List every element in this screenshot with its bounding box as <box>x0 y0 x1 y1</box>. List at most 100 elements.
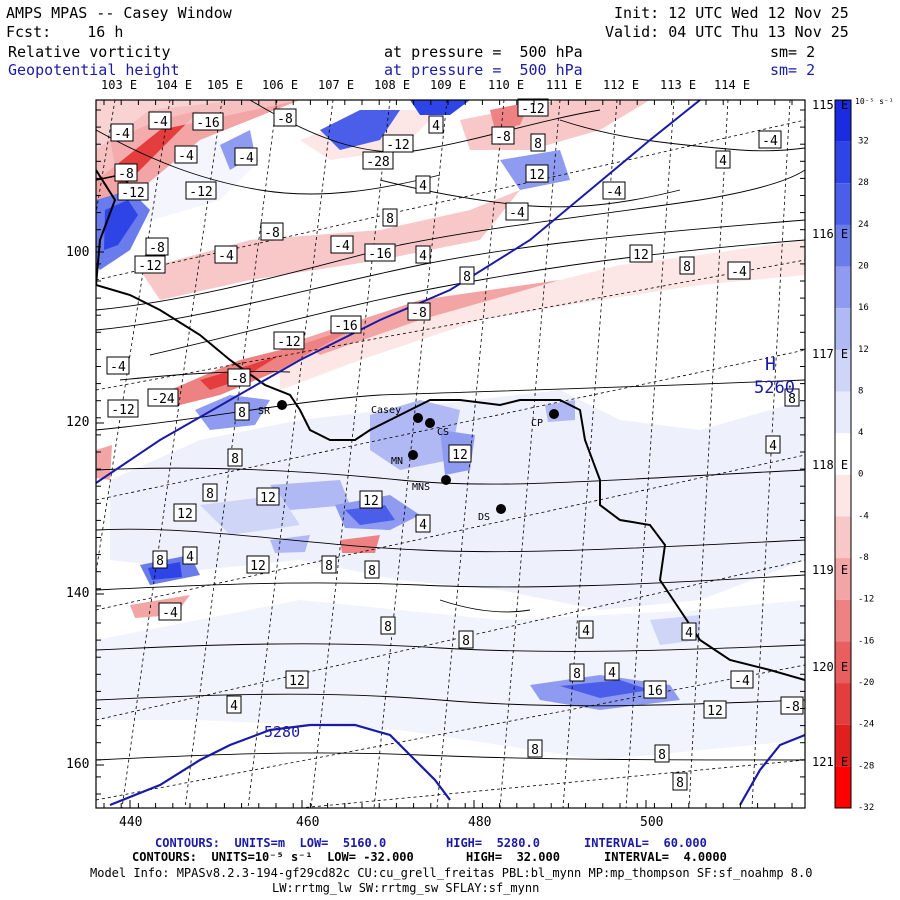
svg-text:-16: -16 <box>334 319 357 334</box>
colorbar-swatch <box>835 100 851 142</box>
contour-label: 4 <box>604 662 620 681</box>
svg-text:12: 12 <box>289 674 305 689</box>
colorbar-swatch <box>835 558 851 600</box>
contour-label: -4 <box>110 123 134 142</box>
meridian <box>625 100 675 808</box>
contour-label: -4 <box>730 670 754 689</box>
init-time: Init: 12 UTC Wed 12 Nov 25 <box>614 4 849 22</box>
contour-label: 12 <box>246 555 270 574</box>
contour-label: 8 <box>459 266 475 285</box>
svg-text:-8: -8 <box>264 226 280 241</box>
height-contour-5280 <box>109 723 451 807</box>
contour-label: -8 <box>227 368 251 387</box>
svg-text:-4: -4 <box>238 151 254 166</box>
top-longitude-label: 108 E <box>374 78 411 92</box>
contour-label: -4 <box>330 235 354 254</box>
svg-text:-12: -12 <box>121 186 144 201</box>
contour-label: -16 <box>330 315 362 334</box>
colorbar-label: -8 <box>858 553 869 563</box>
svg-text:-24: -24 <box>151 392 175 407</box>
right-latitude-label: 116 E <box>812 227 849 241</box>
contour-label: 12 <box>173 503 197 522</box>
vorticity-contour <box>96 219 805 331</box>
vorticity-contour <box>96 693 805 707</box>
meridian <box>310 100 391 808</box>
colorbar-swatch <box>835 724 851 767</box>
right-latitude-label: 119 E <box>812 563 849 577</box>
right-latitude-label: 115 E <box>812 98 849 112</box>
svg-text:-16: -16 <box>368 247 391 262</box>
colorbar-swatch <box>835 474 851 517</box>
negative-vorticity-band <box>280 240 805 390</box>
parallel <box>96 559 805 721</box>
svg-text:-12: -12 <box>189 185 212 200</box>
contour-label: -12 <box>382 134 414 153</box>
x-tick-440: 440 <box>119 815 143 830</box>
svg-text:-4: -4 <box>110 360 126 375</box>
right-latitude-label: 121 E <box>812 755 849 769</box>
svg-text:4: 4 <box>608 666 616 681</box>
positive-vorticity-core <box>560 680 650 698</box>
contour-label: 8 <box>321 555 337 574</box>
contour-label: 4 <box>182 546 198 565</box>
colorbar-label: 24 <box>858 220 869 230</box>
positive-vorticity-area <box>96 600 805 760</box>
svg-text:4: 4 <box>419 249 427 264</box>
high-pressure-symbol: H <box>765 354 776 375</box>
positive-vorticity-core <box>320 110 400 150</box>
contour-label: -8 <box>145 237 169 256</box>
top-longitude-label: 106 E <box>262 78 299 92</box>
svg-text:16: 16 <box>647 684 663 699</box>
contour-label: 8 <box>784 388 800 407</box>
parallel <box>96 259 805 391</box>
svg-text:8: 8 <box>462 634 470 649</box>
top-longitude-label: 104 E <box>156 78 193 92</box>
station-marker <box>277 400 287 410</box>
svg-text:8: 8 <box>531 743 539 758</box>
colorbar-swatch <box>835 599 851 642</box>
svg-text:-28: -28 <box>366 155 389 170</box>
station-label: Casey <box>371 405 401 416</box>
svg-text:-12: -12 <box>138 259 161 274</box>
svg-text:12: 12 <box>250 559 266 574</box>
svg-text:-8: -8 <box>231 372 247 387</box>
svg-text:-4: -4 <box>114 127 130 142</box>
contour-label: -4 <box>214 245 238 264</box>
vorticity-contour <box>119 371 291 381</box>
colorbar-unit: 10⁻⁵ s⁻¹ <box>855 97 894 106</box>
positive-vorticity-core <box>410 100 470 115</box>
svg-text:4: 4 <box>769 439 777 454</box>
svg-text:12: 12 <box>260 491 276 506</box>
svg-text:-12: -12 <box>521 102 544 117</box>
parallel <box>96 664 805 801</box>
colorbar-swatch <box>835 516 851 559</box>
contour-label: -4 <box>174 145 198 164</box>
svg-text:4: 4 <box>432 119 440 134</box>
contour-label: 12 <box>525 164 549 183</box>
positive-vorticity-core <box>345 505 395 525</box>
y-tick-140: 140 <box>66 586 90 601</box>
contour-label: -12 <box>117 182 149 201</box>
svg-text:-8: -8 <box>149 241 165 256</box>
contour-label: 8 <box>569 663 585 682</box>
y-tick-160: 160 <box>66 757 90 772</box>
parallel <box>96 119 805 281</box>
svg-text:-4: -4 <box>334 239 350 254</box>
colorbar-label: 20 <box>858 262 869 272</box>
station-label: CS <box>437 427 449 438</box>
model-info-radiation: LW:rrtmg_lw SW:rrtmg_sw SFLAY:sf_mynn <box>272 881 540 895</box>
contour-label: 16 <box>643 680 667 699</box>
contour-label: -4 <box>727 261 751 280</box>
colorbar-label: -4 <box>858 511 869 521</box>
svg-text:4: 4 <box>719 154 727 169</box>
vorticity-contour-high: HIGH= 32.000 <box>466 850 560 864</box>
vorticity-contour <box>96 752 805 761</box>
negative-vorticity-band <box>300 280 560 355</box>
svg-text:-8: -8 <box>495 130 511 145</box>
contour-label: -8 <box>273 108 297 127</box>
contour-label: 8 <box>672 772 688 791</box>
right-latitude-label: 120 E <box>812 660 849 674</box>
y-tick-100: 100 <box>66 245 90 260</box>
contour-label: 4 <box>415 245 431 264</box>
svg-text:-4: -4 <box>731 265 747 280</box>
